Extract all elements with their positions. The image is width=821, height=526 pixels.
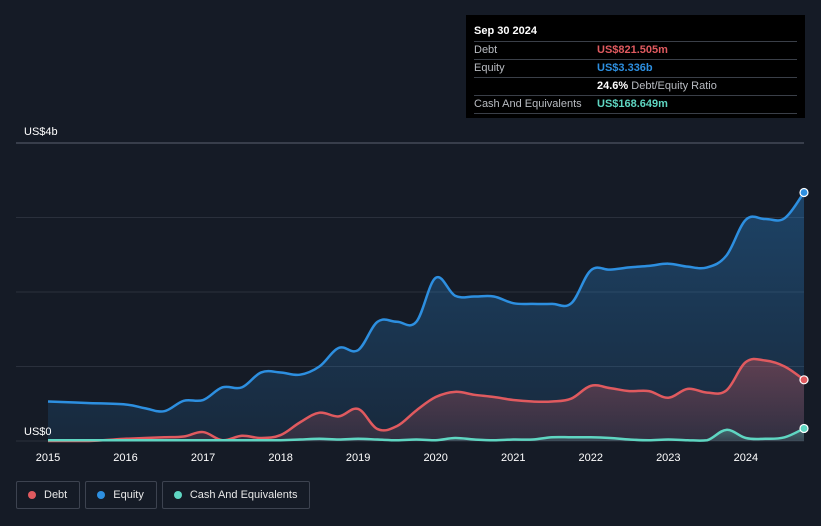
tooltip-cash-label: Cash And Equivalents bbox=[474, 98, 582, 110]
x-tick-label: 2016 bbox=[113, 452, 137, 464]
y-axis-label-top: US$4b bbox=[24, 126, 58, 138]
legend-label-debt: Debt bbox=[44, 489, 68, 501]
debt-area bbox=[48, 358, 804, 441]
x-tick-label: 2022 bbox=[579, 452, 603, 464]
legend-item-debt[interactable]: Debt bbox=[16, 481, 81, 509]
x-tick-label: 2024 bbox=[734, 452, 758, 464]
x-tick-label: 2023 bbox=[656, 452, 680, 464]
tooltip-debt-value: US$821.505m bbox=[597, 44, 668, 56]
debt-dot-icon bbox=[28, 491, 36, 499]
equity-end-point[interactable] bbox=[799, 187, 809, 198]
legend-label-equity: Equity bbox=[113, 489, 144, 501]
equity-dot-icon bbox=[97, 491, 106, 499]
x-tick-label: 2018 bbox=[268, 452, 292, 464]
legend-item-equity[interactable]: Equity bbox=[85, 481, 157, 509]
debt-end-point[interactable] bbox=[799, 375, 809, 385]
series-layer bbox=[47, 187, 809, 443]
tooltip-ratio-label: Debt/Equity Ratio bbox=[631, 80, 717, 92]
equity-series-line bbox=[47, 191, 806, 413]
legend-item-cash[interactable]: Cash And Equivalents bbox=[161, 481, 311, 509]
tooltip-row-debt: Debt US$821.505m bbox=[474, 42, 797, 60]
tooltip-row-equity: Equity US$3.336b bbox=[474, 60, 797, 78]
chart-legend: Debt Equity Cash And Equivalents bbox=[16, 481, 311, 509]
y-axis-label-zero: US$0 bbox=[24, 426, 52, 438]
x-tick-label: 2020 bbox=[423, 452, 447, 464]
cash-dot-icon bbox=[173, 491, 182, 499]
axis-labels: US$4b US$0 2015 2016 2017 2018 2019 2020 2021 2… bbox=[24, 126, 758, 464]
tooltip-row-ratio: 24.6% Debt/Equity Ratio bbox=[474, 78, 797, 96]
tooltip-equity-label: Equity bbox=[474, 62, 505, 74]
tooltip-cash-value: US$168.649m bbox=[597, 98, 668, 110]
cash-series-line bbox=[48, 427, 805, 442]
x-tick-label: 2015 bbox=[36, 452, 60, 464]
equity-area bbox=[48, 192, 804, 441]
cash-area bbox=[48, 428, 804, 441]
x-tick-label: 2019 bbox=[346, 452, 370, 464]
legend-label-cash: Cash And Equivalents bbox=[189, 489, 298, 501]
tooltip-ratio-value: 24.6% bbox=[597, 80, 629, 92]
tooltip-panel: Sep 30 2024 Debt US$821.505m Equity US$3… bbox=[466, 15, 805, 118]
cash-end-point[interactable] bbox=[799, 423, 809, 434]
tooltip-equity-value: US$3.336b bbox=[597, 62, 653, 74]
debt-series-line bbox=[48, 357, 805, 443]
tooltip-debt-label: Debt bbox=[474, 44, 498, 56]
x-tick-label: 2021 bbox=[501, 452, 525, 464]
tooltip-row-cash: Cash And Equivalents US$168.649m bbox=[474, 96, 797, 114]
tooltip-date: Sep 30 2024 bbox=[474, 21, 797, 42]
x-tick-label: 2017 bbox=[191, 452, 215, 464]
